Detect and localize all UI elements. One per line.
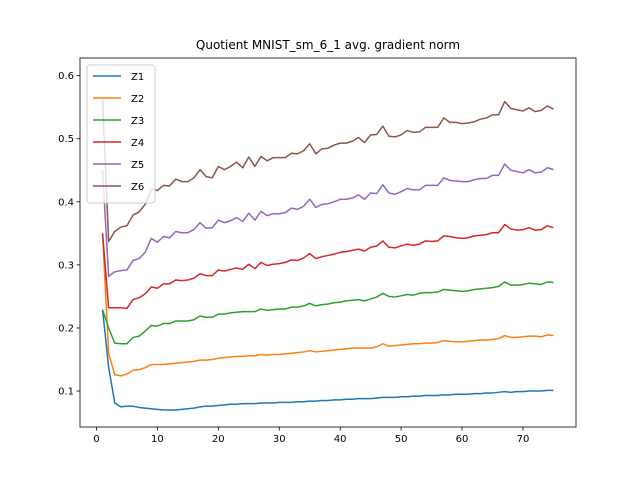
legend-box (86, 64, 156, 204)
series-line-z1 (101, 309, 554, 411)
legend-label-z2: Z2 (131, 94, 144, 105)
legend-label-z6: Z6 (131, 182, 144, 193)
series-line-z4 (101, 223, 554, 310)
y-tick-label: 0.4 (58, 197, 74, 208)
x-axis: 0 10 20 30 40 50 60 70 (93, 427, 529, 445)
series-line-z3 (101, 281, 554, 345)
series-layer (101, 99, 554, 411)
y-tick-label: 0.6 (58, 71, 74, 82)
legend: Z1 Z2 Z3 Z4 Z5 Z6 (86, 64, 156, 204)
y-tick-label: 0.3 (58, 260, 74, 271)
y-axis: 0.1 0.2 0.3 0.4 0.5 0.6 (58, 71, 80, 398)
y-tick-label: 0.2 (58, 323, 74, 334)
x-tick-label: 10 (151, 434, 164, 445)
x-tick-label: 50 (395, 434, 408, 445)
chart-title: Quotient MNIST_sm_6_1 avg. gradient norm (196, 38, 460, 52)
legend-label-z3: Z3 (131, 116, 144, 127)
y-tick-label: 0.5 (58, 134, 74, 145)
y-tick-label: 0.1 (58, 387, 74, 398)
x-tick-label: 20 (212, 434, 225, 445)
x-tick-label: 0 (93, 434, 99, 445)
x-tick-label: 70 (517, 434, 530, 445)
x-tick-label: 40 (334, 434, 347, 445)
series-line-z6 (101, 99, 554, 243)
x-tick-label: 30 (273, 434, 286, 445)
series-line-z2 (101, 233, 554, 377)
x-tick-label: 60 (456, 434, 469, 445)
series-line-z5 (101, 163, 554, 277)
legend-label-z4: Z4 (131, 138, 144, 149)
legend-label-z5: Z5 (131, 160, 144, 171)
plot-frame (79, 57, 577, 428)
legend-label-z1: Z1 (131, 72, 144, 83)
